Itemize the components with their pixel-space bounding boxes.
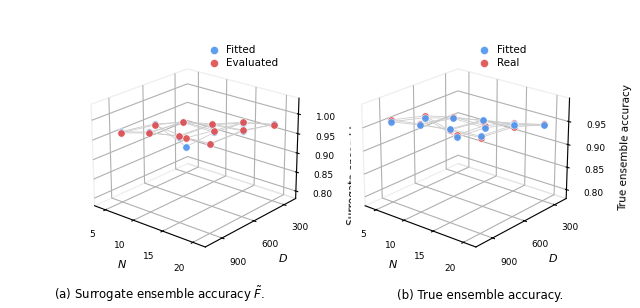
Text: (a) Surrogate ensemble accuracy $\tilde{F}$.: (a) Surrogate ensemble accuracy $\tilde{… [54, 284, 266, 304]
Legend: Fitted, Evaluated: Fitted, Evaluated [202, 43, 280, 69]
Legend: Fitted, Real: Fitted, Real [473, 43, 527, 69]
Y-axis label: D: D [549, 254, 557, 264]
X-axis label: N: N [388, 260, 397, 270]
X-axis label: N: N [118, 260, 126, 270]
Y-axis label: D: D [278, 254, 287, 264]
Text: (b) True ensemble accuracy.: (b) True ensemble accuracy. [397, 289, 563, 302]
